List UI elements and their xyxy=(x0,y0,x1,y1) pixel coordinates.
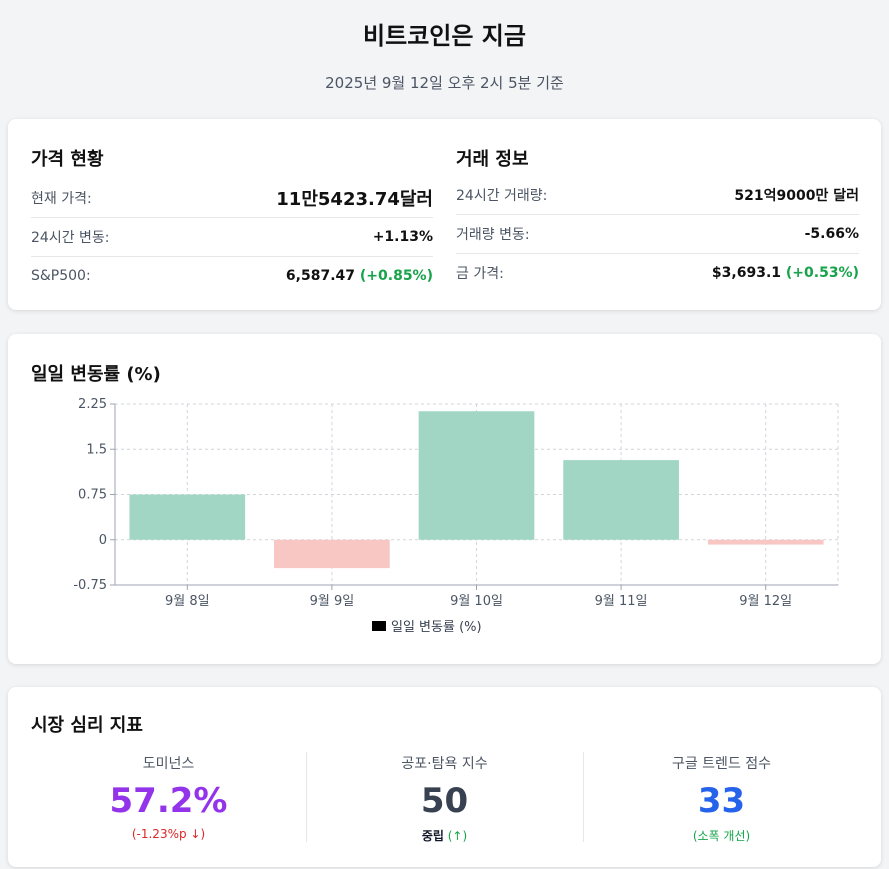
bar xyxy=(129,494,246,540)
bar xyxy=(707,539,824,545)
volume-change-row: 거래량 변동: -5.66% xyxy=(456,215,859,254)
dominance-metric: 도미넌스 57.2% (-1.23%p ↓) xyxy=(31,747,306,841)
dominance-change: (-1.23%p ↓) xyxy=(131,827,206,841)
sp500-change: (+0.85%) xyxy=(359,268,433,284)
gold-value-group: $3,693.1 (+0.53%) xyxy=(712,265,859,281)
divider xyxy=(306,752,307,842)
x-tick-label: 9월 11일 xyxy=(595,594,648,609)
volume-value: 521억9000만 달러 xyxy=(734,188,859,204)
current-price-row: 현재 가격: 11만5423.74달러 xyxy=(31,179,433,218)
sentiment-card: 시장 심리 지표 도미넌스 57.2% (-1.23%p ↓) 공포·탐욕 지수… xyxy=(8,687,881,867)
google-trends-metric: 구글 트렌드 점수 33 (소폭 개선) xyxy=(584,747,859,844)
volume-row: 24시간 거래량: 521억9000만 달러 xyxy=(456,176,859,215)
x-tick-label: 9월 8일 xyxy=(165,594,210,609)
gold-row: 금 가격: $3,693.1 (+0.53%) xyxy=(456,254,859,292)
y-tick-label: -0.75 xyxy=(73,578,107,593)
page-subtitle: 2025년 9월 12일 오후 2시 5분 기준 xyxy=(325,74,564,92)
daily-change-chart: -0.75 0 0.75 1.5 2.25 9월 8일 9월 9일 9월 10일 9월 11일 9… xyxy=(73,397,839,635)
gold-value: $3,693.1 xyxy=(711,265,782,281)
gold-change: (+0.53%) xyxy=(785,265,859,281)
change-24h-label: 24시간 변동: xyxy=(31,230,110,246)
legend-label: 일일 변동률 (%) xyxy=(391,620,482,635)
bar xyxy=(418,411,535,540)
change-24h-value: +1.13% xyxy=(372,229,433,245)
y-tick-label: 0.75 xyxy=(78,488,107,503)
volume-label: 24시간 거래량: xyxy=(456,188,548,204)
dominance-value: 57.2% xyxy=(109,781,228,821)
change-24h-row: 24시간 변동: +1.13% xyxy=(31,218,433,257)
fear-greed-status: 중립 xyxy=(421,829,444,843)
sentiment-heading: 시장 심리 지표 xyxy=(31,715,143,736)
gold-label: 금 가격: xyxy=(456,266,504,282)
y-tick-label: 2.25 xyxy=(78,397,107,412)
current-price-value: 11만5423.74달러 xyxy=(276,189,433,210)
legend-swatch xyxy=(372,621,386,631)
x-tick-label: 9월 10일 xyxy=(450,594,503,609)
price-heading: 가격 현황 xyxy=(31,149,104,170)
y-tick-label: 0 xyxy=(99,533,107,548)
dominance-label: 도미넌스 xyxy=(142,756,195,772)
daily-change-chart-card: 일일 변동률 (%) -0.75 0 0.75 1.5 2.25 9월 8일 9월 9일 9월… xyxy=(8,334,881,664)
y-tick-label: 1.5 xyxy=(86,442,107,457)
x-tick-label: 9월 12일 xyxy=(739,594,792,609)
fear-greed-value: 50 xyxy=(420,781,469,821)
x-tick-label: 9월 9일 xyxy=(310,594,355,609)
google-trends-change: (소폭 개선) xyxy=(692,829,751,843)
market-info-card: 가격 현황 현재 가격: 11만5423.74달러 24시간 변동: +1.13… xyxy=(8,119,881,310)
sp500-value: 6,587.47 xyxy=(285,268,356,284)
sp500-label: S&P500: xyxy=(31,268,91,284)
bar xyxy=(274,539,390,569)
fear-greed-trend: (↑) xyxy=(447,829,468,843)
volume-change-label: 거래량 변동: xyxy=(456,227,530,243)
sp500-row: S&P500: 6,587.47 (+0.85%) xyxy=(31,257,433,295)
google-trends-value: 33 xyxy=(697,781,746,821)
trade-heading: 거래 정보 xyxy=(456,149,529,170)
current-price-label: 현재 가격: xyxy=(31,191,92,207)
divider xyxy=(583,752,584,842)
chart-title: 일일 변동률 (%) xyxy=(31,364,161,385)
bar xyxy=(563,460,679,540)
fear-greed-metric: 공포·탐욕 지수 50 중립 (↑) xyxy=(307,747,582,844)
fear-greed-label: 공포·탐욕 지수 xyxy=(401,756,488,772)
page-title: 비트코인은 지금 xyxy=(363,22,526,50)
volume-change-value: -5.66% xyxy=(804,226,859,242)
fear-greed-status-group: 중립 (↑) xyxy=(307,827,582,844)
google-trends-label: 구글 트렌드 점수 xyxy=(671,756,772,772)
sp500-value-group: 6,587.47 (+0.85%) xyxy=(286,268,433,284)
